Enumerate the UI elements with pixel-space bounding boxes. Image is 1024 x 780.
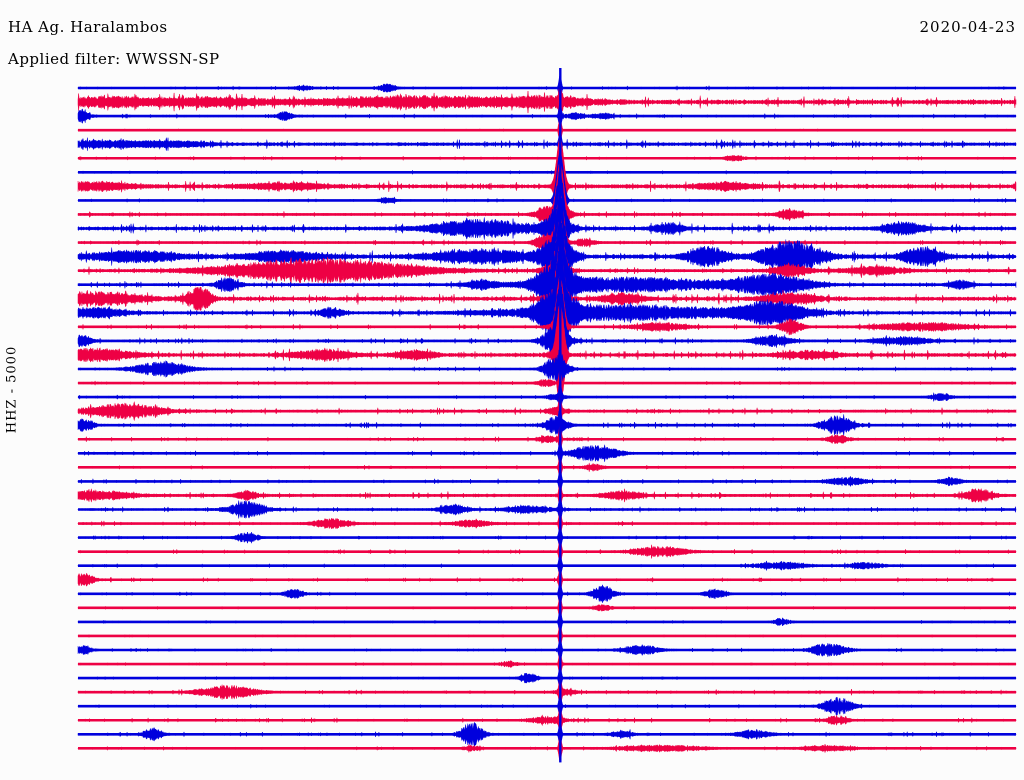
applied-filter-label: Applied filter: WWSSN-SP [8, 50, 220, 68]
trace-canvas [77, 68, 1017, 763]
major-event-spike [559, 68, 562, 763]
station-title: HA Ag. Haralambos [8, 18, 168, 36]
seismogram-plot [0, 62, 1024, 774]
record-date: 2020-04-23 [919, 18, 1016, 36]
